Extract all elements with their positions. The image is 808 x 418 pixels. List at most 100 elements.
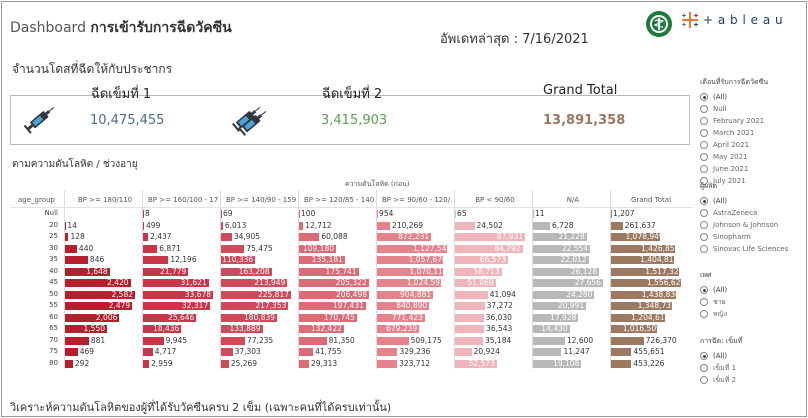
bp-bar[interactable]	[611, 336, 644, 345]
bp-bar[interactable]	[533, 279, 603, 287]
bp-bar[interactable]	[143, 279, 209, 287]
radio-button-icon[interactable]	[700, 209, 708, 217]
radio-button-icon[interactable]	[700, 364, 708, 372]
bp-bar[interactable]	[533, 336, 565, 345]
bp-bar[interactable]	[611, 290, 676, 299]
bp-bar[interactable]	[221, 233, 232, 241]
bp-bar[interactable]	[611, 348, 632, 356]
filter-option[interactable]: (All)	[700, 350, 802, 362]
bp-bar[interactable]	[65, 359, 73, 368]
bp-bar[interactable]	[65, 325, 108, 333]
bp-bar[interactable]	[377, 359, 398, 368]
bp-bar[interactable]	[143, 302, 211, 310]
bp-bar[interactable]	[221, 348, 233, 356]
bp-bar[interactable]	[533, 256, 589, 264]
filter-option[interactable]: May 2021	[700, 151, 802, 163]
filter-option[interactable]: (All)	[700, 195, 802, 207]
bp-bar[interactable]	[221, 325, 263, 333]
bp-bar[interactable]	[533, 267, 600, 276]
bp-bar[interactable]	[143, 336, 164, 345]
radio-button-icon[interactable]	[700, 105, 708, 113]
bp-bar[interactable]	[65, 302, 133, 310]
bp-bar[interactable]	[611, 210, 612, 218]
bp-bar[interactable]	[377, 336, 409, 345]
bp-bar[interactable]	[377, 244, 447, 253]
radio-button-icon[interactable]	[700, 233, 708, 241]
bp-bar[interactable]	[455, 256, 508, 264]
filter-option[interactable]: June 2021	[700, 163, 802, 175]
bp-bar[interactable]	[65, 244, 77, 253]
column-header[interactable]: BP >= 140/90 - 159..	[226, 196, 296, 204]
bp-bar[interactable]	[221, 290, 291, 299]
filter-option[interactable]: AstraZeneca	[700, 207, 802, 219]
bp-bar[interactable]	[611, 267, 680, 276]
bp-bar[interactable]	[143, 325, 182, 333]
filter-option[interactable]: March 2021	[700, 127, 802, 139]
bp-bar[interactable]	[611, 325, 657, 333]
bp-bar[interactable]	[143, 267, 189, 276]
bp-bar[interactable]	[377, 210, 378, 218]
bp-bar[interactable]	[455, 313, 484, 322]
bp-bar[interactable]	[65, 336, 89, 345]
filter-option[interactable]: ชาย	[700, 296, 802, 308]
bp-bar[interactable]	[533, 325, 570, 333]
bp-bar[interactable]	[221, 244, 245, 253]
bp-bar[interactable]	[143, 359, 150, 368]
bp-bar[interactable]	[299, 267, 359, 276]
bp-bar[interactable]	[377, 256, 443, 264]
column-header[interactable]: BP >= 180/110	[77, 196, 133, 204]
bp-bar[interactable]	[455, 348, 472, 356]
radio-button-icon[interactable]	[700, 352, 708, 360]
bp-bar[interactable]	[611, 313, 666, 322]
bp-bar[interactable]	[221, 210, 222, 218]
filter-option[interactable]: February 2021	[700, 115, 802, 127]
bp-bar[interactable]	[533, 233, 587, 241]
bp-bar[interactable]	[143, 244, 158, 253]
bp-bar[interactable]	[143, 233, 149, 241]
bp-bar[interactable]	[143, 221, 145, 230]
radio-button-icon[interactable]	[700, 376, 708, 384]
bp-bar[interactable]	[533, 210, 534, 218]
radio-button-icon[interactable]	[700, 165, 708, 173]
bp-bar[interactable]	[143, 313, 197, 322]
filter-option[interactable]: (All)	[700, 91, 802, 103]
bp-bar[interactable]	[377, 221, 391, 230]
filter-option[interactable]: (All)	[700, 284, 802, 296]
bp-bar[interactable]	[533, 302, 587, 310]
bp-bar[interactable]	[455, 221, 475, 230]
bp-bar[interactable]	[377, 279, 441, 287]
bp-bar[interactable]	[455, 244, 523, 253]
bp-bar[interactable]	[221, 221, 223, 230]
radio-button-icon[interactable]	[700, 221, 708, 229]
column-header[interactable]: Grand Total	[630, 196, 672, 204]
bp-bar[interactable]	[377, 313, 425, 322]
radio-button-icon[interactable]	[700, 129, 708, 137]
bp-bar[interactable]	[533, 244, 591, 253]
bp-bar[interactable]	[611, 233, 660, 241]
bp-bar[interactable]	[65, 221, 66, 230]
radio-button-icon[interactable]	[700, 177, 708, 185]
bp-bar[interactable]	[377, 348, 398, 356]
bp-bar[interactable]	[377, 302, 430, 310]
bp-bar[interactable]	[299, 313, 357, 322]
bp-bar[interactable]	[611, 256, 675, 264]
bp-bar[interactable]	[299, 244, 336, 253]
bp-bar[interactable]	[299, 325, 344, 333]
radio-button-icon[interactable]	[700, 93, 708, 101]
radio-button-icon[interactable]	[700, 141, 708, 149]
bp-bar[interactable]	[455, 279, 496, 287]
filter-option[interactable]: หญิง	[700, 308, 802, 320]
radio-button-icon[interactable]	[700, 245, 708, 253]
bp-bar[interactable]	[455, 325, 485, 333]
radio-button-icon[interactable]	[700, 117, 708, 125]
bp-bar[interactable]	[455, 359, 497, 368]
bp-bar[interactable]	[455, 290, 488, 299]
bp-bar[interactable]	[533, 348, 562, 356]
filter-option[interactable]: July 2021	[700, 175, 802, 187]
bp-bar[interactable]	[65, 348, 78, 356]
column-header[interactable]: BP < 90/60	[475, 196, 515, 204]
bp-bar[interactable]	[611, 359, 632, 368]
bp-bar[interactable]	[221, 279, 288, 287]
bp-bar[interactable]	[65, 313, 120, 322]
bp-bar[interactable]	[533, 313, 579, 322]
